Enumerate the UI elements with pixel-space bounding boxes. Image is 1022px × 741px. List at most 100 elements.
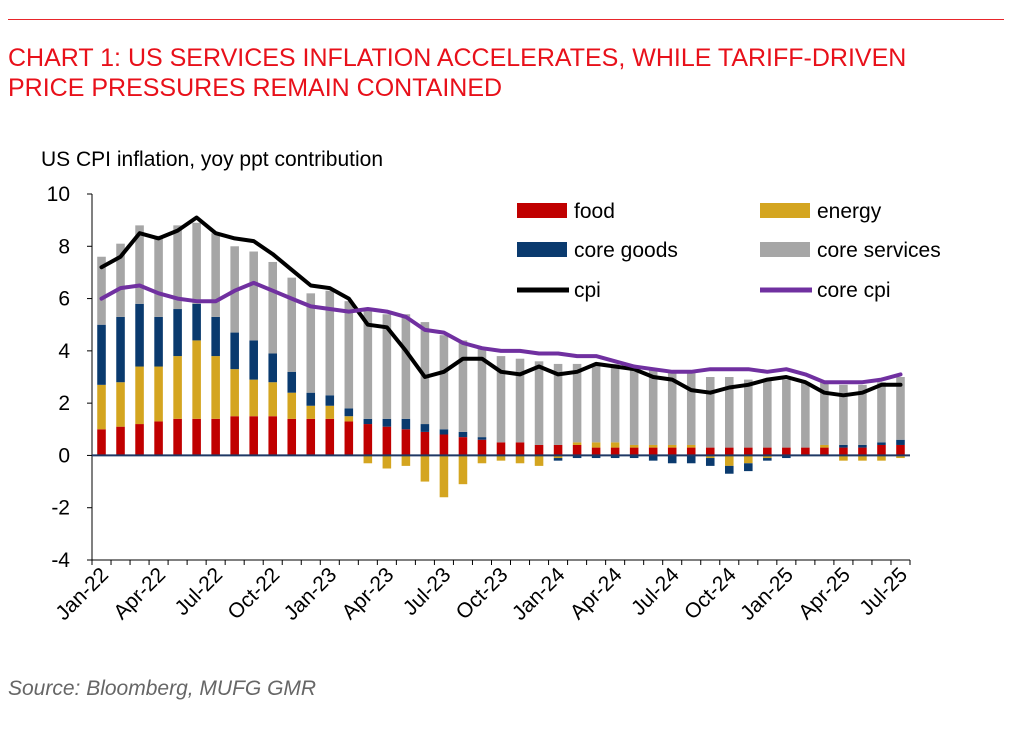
bar-energy	[363, 455, 373, 464]
chart-title-line-2: PRICE PRESSURES REMAIN CONTAINED	[8, 74, 503, 102]
bar-food	[230, 416, 239, 456]
bar-food	[154, 421, 163, 456]
bar-core-goods	[591, 455, 601, 459]
bar-core-goods	[763, 458, 772, 461]
bar-energy	[173, 356, 182, 419]
legend-label-food: food	[574, 200, 615, 223]
bar-core-goods	[420, 424, 430, 432]
bar-food	[344, 421, 354, 456]
bar-core-services	[401, 314, 411, 419]
bar-food	[744, 447, 753, 456]
legend-label-core-cpi: core cpi	[817, 279, 891, 302]
source-note: Source: Bloomberg, MUFG GMR	[8, 677, 317, 700]
bar-core-goods	[344, 408, 354, 417]
bar-energy	[534, 455, 544, 466]
legend-label-core-goods: core goods	[574, 239, 678, 262]
top-rule	[8, 19, 1004, 20]
bar-energy	[686, 444, 696, 448]
y-tick-label: -2	[51, 497, 70, 520]
x-tick-label: Apr-23	[338, 563, 399, 624]
bar-core-services	[820, 382, 829, 445]
bar-core-goods	[287, 371, 297, 393]
bar-food	[763, 447, 772, 456]
bar-core-services	[382, 314, 392, 419]
bar-food	[724, 447, 734, 456]
bar-energy	[896, 455, 905, 459]
bar-food	[268, 416, 278, 456]
bar-food	[572, 444, 582, 456]
chart-title: CHART 1: US SERVICES INFLATION ACCELERAT…	[8, 43, 1008, 103]
y-tick-label: 4	[58, 340, 70, 363]
x-tick-label: Apr-25	[794, 563, 855, 624]
bar-core-services	[344, 301, 354, 409]
bar-food	[477, 439, 487, 456]
y-tick-label: 8	[58, 235, 70, 258]
legend-swatch-core-services	[760, 242, 810, 257]
bar-food	[782, 447, 791, 456]
bar-food	[686, 447, 696, 456]
bar-food	[667, 447, 677, 456]
bar-energy	[877, 455, 886, 461]
bar-energy	[230, 369, 239, 417]
bar-food	[839, 447, 848, 456]
bar-energy	[306, 405, 316, 419]
bar-core-services	[325, 290, 335, 396]
bar-energy	[154, 366, 163, 422]
x-tick-label: Apr-22	[109, 563, 170, 624]
bar-energy	[667, 444, 677, 448]
bar-food	[420, 431, 430, 456]
bar-food	[858, 447, 867, 456]
bar-energy	[211, 356, 220, 419]
bar-core-goods	[724, 465, 734, 474]
bar-core-goods	[686, 455, 696, 464]
bar-core-goods	[629, 455, 639, 459]
bar-core-services	[782, 379, 791, 448]
bar-energy	[477, 455, 487, 464]
bar-core-services	[896, 377, 905, 440]
bar-food	[363, 424, 373, 456]
bar-food	[97, 429, 106, 456]
x-tick-label: Jan-24	[508, 563, 570, 625]
x-tick-label: Oct-24	[680, 563, 741, 624]
bar-food	[896, 444, 905, 456]
bar-core-services	[496, 356, 506, 443]
bar-core-services	[287, 277, 297, 372]
bar-core-services	[173, 225, 182, 310]
bar-energy	[705, 455, 715, 459]
bar-energy	[458, 455, 468, 485]
bar-core-services	[192, 222, 201, 304]
bar-energy	[724, 455, 734, 466]
legend-swatch-food	[517, 203, 567, 218]
bar-food	[306, 418, 316, 456]
bar-energy	[249, 379, 258, 417]
bar-core-services	[877, 382, 886, 443]
bar-energy	[763, 455, 772, 459]
bar-food	[820, 447, 829, 456]
bar-food	[496, 442, 506, 456]
bar-energy	[135, 366, 144, 425]
x-tick-label: Apr-24	[566, 563, 627, 624]
bar-energy	[97, 384, 106, 430]
bar-energy	[820, 444, 829, 448]
bar-food	[439, 434, 449, 456]
bar-energy	[382, 455, 392, 469]
bar-energy	[344, 416, 354, 422]
bar-food	[382, 426, 392, 456]
bar-core-services	[116, 243, 125, 317]
bar-core-services	[97, 256, 106, 325]
bar-food	[249, 416, 258, 456]
bar-food	[192, 418, 201, 456]
y-tick-label: 0	[58, 444, 70, 467]
x-tick-label: Oct-22	[223, 563, 284, 624]
bar-core-goods	[439, 429, 449, 435]
bar-core-goods	[572, 455, 582, 459]
bar-energy	[610, 442, 620, 448]
bar-core-services	[306, 293, 316, 393]
legend-swatch-energy	[760, 203, 810, 218]
bar-core-services	[477, 348, 487, 438]
x-tick-label: Oct-23	[452, 563, 513, 624]
x-tick-label: Jan-22	[51, 563, 113, 625]
bar-core-goods	[173, 309, 182, 357]
x-tick-label: Jul-24	[627, 563, 684, 620]
bar-energy	[839, 455, 848, 461]
